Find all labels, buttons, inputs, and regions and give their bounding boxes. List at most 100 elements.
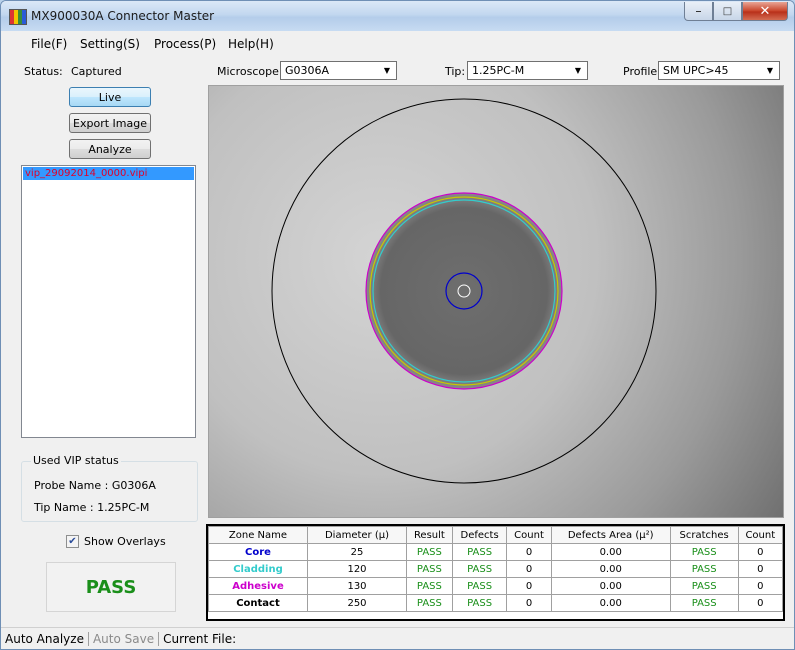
count-cell: 0 bbox=[506, 577, 552, 595]
scratch-count-cell: 0 bbox=[737, 594, 784, 612]
defects-cell: PASS bbox=[451, 543, 508, 561]
minimize-button[interactable]: ⎯ bbox=[684, 2, 713, 21]
result-cell: PASS bbox=[406, 543, 453, 561]
scratch-count-cell: 0 bbox=[737, 577, 784, 595]
menu-setting[interactable]: Setting(S) bbox=[80, 37, 140, 51]
close-button[interactable]: ✕ bbox=[742, 2, 788, 21]
scratches-cell: PASS bbox=[669, 577, 739, 595]
col-defects-area: Defects Area (μ²) bbox=[550, 526, 671, 544]
count-cell: 0 bbox=[506, 543, 552, 561]
auto-save-indicator[interactable]: Auto Save bbox=[89, 632, 160, 646]
tip-select[interactable]: 1.25PC-M ▼ bbox=[467, 61, 588, 80]
status-value: Captured bbox=[71, 65, 122, 78]
close-icon: ✕ bbox=[759, 3, 771, 19]
defects-area-cell: 0.00 bbox=[550, 594, 671, 612]
adhesive-zone-circle bbox=[365, 192, 563, 390]
title-bar[interactable]: MX900030A Connector Master ⎯ □ ✕ bbox=[1, 1, 794, 31]
defects-cell: PASS bbox=[451, 560, 508, 578]
count-cell: 0 bbox=[506, 560, 552, 578]
tip-value: 1.25PC-M bbox=[472, 64, 525, 77]
col-zone-name: Zone Name bbox=[208, 526, 308, 544]
menu-process[interactable]: Process(P) bbox=[154, 37, 217, 51]
tip-name: Tip Name : 1.25PC-M bbox=[34, 501, 150, 514]
contact-zone-circle bbox=[271, 98, 657, 484]
zone-name-cell: Contact bbox=[208, 594, 308, 612]
table-row: Cladding 120 PASS PASS 0 0.00 PASS 0 bbox=[208, 560, 784, 578]
defects-area-cell: 0.00 bbox=[550, 560, 671, 578]
defects-area-cell: 0.00 bbox=[550, 577, 671, 595]
zone-name-cell: Core bbox=[208, 543, 308, 561]
col-defects: Defects bbox=[451, 526, 508, 544]
table-row: Core 25 PASS PASS 0 0.00 PASS 0 bbox=[208, 543, 784, 561]
fiber-image-view[interactable] bbox=[208, 85, 784, 518]
scratches-cell: PASS bbox=[669, 594, 739, 612]
profile-label: Profile: bbox=[623, 65, 661, 78]
chevron-down-icon: ▼ bbox=[574, 66, 581, 75]
col-count: Count bbox=[506, 526, 552, 544]
maximize-button[interactable]: □ bbox=[713, 2, 742, 21]
table-header-row: Zone Name Diameter (μ) Result Defects Co… bbox=[208, 526, 784, 544]
export-image-button[interactable]: Export Image bbox=[69, 113, 151, 133]
zone-name-cell: Cladding bbox=[208, 560, 308, 578]
current-file-label: Current File: bbox=[163, 632, 237, 646]
file-list[interactable]: vip_29092014_0000.vipi bbox=[21, 165, 196, 438]
auto-analyze-indicator[interactable]: Auto Analyze bbox=[1, 632, 89, 646]
zone-results-table: Zone Name Diameter (μ) Result Defects Co… bbox=[206, 524, 785, 621]
microscope-label: Microscope: bbox=[217, 65, 283, 78]
menu-bar: File(F) Setting(S) Process(P) Help(H) bbox=[1, 35, 794, 55]
zone-name-cell: Adhesive bbox=[208, 577, 308, 595]
chevron-down-icon: ▼ bbox=[766, 66, 773, 75]
ferrule-edge-circle bbox=[369, 196, 559, 386]
diameter-cell: 25 bbox=[307, 543, 407, 561]
menu-file[interactable]: File(F) bbox=[31, 37, 68, 51]
diameter-cell: 130 bbox=[307, 577, 407, 595]
show-overlays-checkbox-row[interactable]: ✔ Show Overlays bbox=[66, 535, 166, 548]
col-result: Result bbox=[406, 526, 453, 544]
scratches-cell: PASS bbox=[669, 560, 739, 578]
file-list-item[interactable]: vip_29092014_0000.vipi bbox=[23, 167, 194, 180]
result-cell: PASS bbox=[406, 577, 453, 595]
diameter-cell: 120 bbox=[307, 560, 407, 578]
maximize-icon: □ bbox=[722, 5, 733, 17]
col-scratch-count: Count bbox=[737, 526, 784, 544]
window-title: MX900030A Connector Master bbox=[31, 9, 215, 23]
show-overlays-label: Show Overlays bbox=[84, 535, 166, 548]
live-button[interactable]: Live bbox=[69, 87, 151, 107]
cladding-zone-circle bbox=[372, 199, 556, 383]
defects-cell: PASS bbox=[451, 594, 508, 612]
app-logo-icon bbox=[9, 9, 27, 25]
show-overlays-checkbox[interactable]: ✔ bbox=[66, 535, 79, 548]
scratch-count-cell: 0 bbox=[737, 543, 784, 561]
col-scratches: Scratches bbox=[669, 526, 739, 544]
profile-value: SM UPC>45 bbox=[663, 64, 729, 77]
core-zone-circle bbox=[445, 272, 483, 310]
status-bar: Auto Analyze Auto Save Current File: bbox=[1, 627, 794, 649]
analyze-button[interactable]: Analyze bbox=[69, 139, 151, 159]
probe-name: Probe Name : G0306A bbox=[34, 479, 156, 492]
col-diameter: Diameter (μ) bbox=[307, 526, 407, 544]
table-row: Contact 250 PASS PASS 0 0.00 PASS 0 bbox=[208, 594, 784, 612]
menu-help[interactable]: Help(H) bbox=[228, 37, 274, 51]
microscope-value: G0306A bbox=[285, 64, 330, 77]
minimize-icon: ⎯ bbox=[696, 5, 701, 17]
diameter-cell: 250 bbox=[307, 594, 407, 612]
table-row: Adhesive 130 PASS PASS 0 0.00 PASS 0 bbox=[208, 577, 784, 595]
defects-area-cell: 0.00 bbox=[550, 543, 671, 561]
microscope-select[interactable]: G0306A ▼ bbox=[280, 61, 397, 80]
profile-select[interactable]: SM UPC>45 ▼ bbox=[658, 61, 780, 80]
result-cell: PASS bbox=[406, 560, 453, 578]
count-cell: 0 bbox=[506, 594, 552, 612]
window-controls: ⎯ □ ✕ bbox=[684, 2, 788, 22]
scratch-count-cell: 0 bbox=[737, 560, 784, 578]
defects-cell: PASS bbox=[451, 577, 508, 595]
scratches-cell: PASS bbox=[669, 543, 739, 561]
status-label: Status: bbox=[24, 65, 63, 78]
chevron-down-icon: ▼ bbox=[383, 66, 390, 75]
tip-label: Tip: bbox=[445, 65, 466, 78]
vip-status-legend: Used VIP status bbox=[31, 454, 121, 467]
result-cell: PASS bbox=[406, 594, 453, 612]
fiber-overlay bbox=[271, 98, 657, 484]
fiber-core-dot bbox=[457, 284, 471, 298]
overall-result-badge: PASS bbox=[46, 562, 176, 612]
